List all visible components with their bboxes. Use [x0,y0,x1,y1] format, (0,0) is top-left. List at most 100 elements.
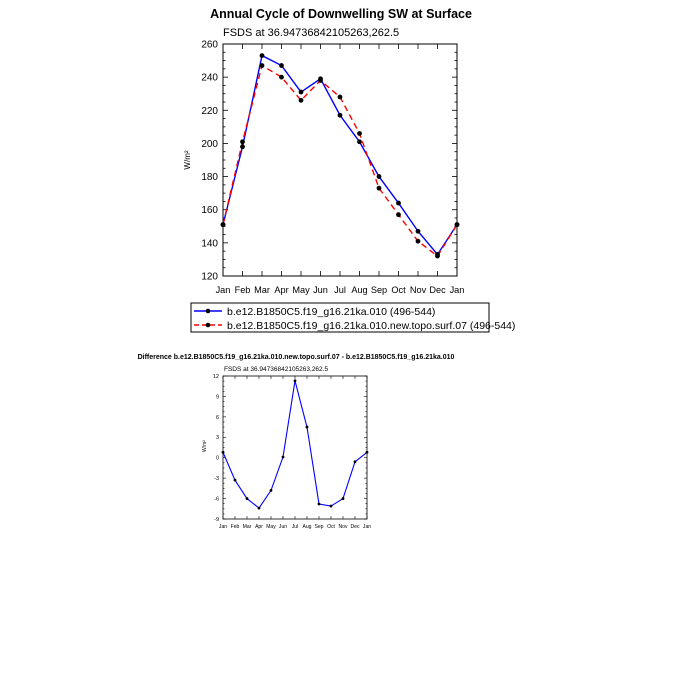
data-point [365,450,369,454]
data-point [415,238,421,244]
y-tick-label: 120 [201,272,218,283]
y-tick-label: 9 [216,394,219,400]
data-point [396,212,401,218]
data-point [220,222,226,228]
x-tick: Aug [351,44,368,295]
x-tick-label: Aug [303,524,312,530]
x-tick: Jul [334,44,346,295]
data-point [317,502,321,506]
chart-title: Annual Cycle of Downwelling SW at Surfac… [210,7,472,21]
legend-entry-new-topo: b.e12.B1850C5.f19_g16.21ka.010.new.topo.… [194,320,515,332]
data-point [240,144,245,150]
y-tick: 180 [201,172,457,183]
x-tick: Sep [371,44,387,295]
y-tick-label: -9 [214,517,219,523]
x-tick: Mar [254,44,270,295]
legend-label-control: b.e12.B1850C5.f19_g16.21ka.010 (496-544) [227,306,435,318]
data-point [337,112,343,118]
data-point [435,253,440,259]
chart-title: Difference b.e12.B1850C5.f19_g16.21ka.01… [138,354,455,361]
data-point [454,222,460,228]
legend-label-new-topo: b.e12.B1850C5.f19_g16.21ka.010.new.topo.… [227,320,515,332]
x-tick-label: Jan [216,285,231,295]
y-tick: -6 [214,496,367,502]
x-tick-label: Jun [279,524,287,530]
y-tick: 200 [201,139,457,150]
y-tick: 120 [201,272,457,283]
x-tick: Jan [450,44,465,295]
y-tick-label: 3 [216,435,219,441]
y-tick-label: 260 [201,40,218,51]
y-axis-label: W/m² [183,150,192,169]
x-tick-label: Jul [292,524,298,530]
y-tick: 240 [201,73,457,84]
x-tick-label: Jan [219,524,227,530]
x-tick-label: Jan [450,285,465,295]
y-tick-label: 6 [216,415,219,421]
x-tick: Jan [216,44,231,295]
data-point [341,497,345,500]
y-tick: -3 [214,476,367,482]
y-tick-label: -6 [214,496,219,502]
y-tick: 260 [201,40,457,51]
data-point [221,450,225,454]
x-tick-label: May [292,285,310,295]
data-point [396,200,401,206]
x-tick: Feb [231,376,240,530]
data-point [357,131,362,136]
x-tick-label: Oct [391,285,406,295]
data-point [245,497,249,500]
y-tick-label: 160 [201,205,218,216]
x-tick-label: May [266,524,276,530]
data-point [269,489,273,492]
legend-entry-control: b.e12.B1850C5.f19_g16.21ka.010 (496-544) [194,306,435,318]
y-tick: 6 [216,415,367,421]
data-point [279,74,284,80]
x-tick-label: Feb [235,285,251,295]
x-tick: Jan [219,376,227,530]
x-tick-label: Oct [327,524,335,530]
x-tick: Aug [303,376,312,530]
data-point [257,506,261,510]
x-tick-label: Apr [255,524,263,530]
x-tick: May [292,44,310,295]
x-tick-label: Mar [254,285,270,295]
x-tick: Dec [429,44,446,295]
data-point [240,139,245,145]
y-tick: 12 [213,374,367,380]
chart-subtitle: FSDS at 36.94736842105263,262.5 [223,27,399,39]
legend-box [190,302,490,333]
plot-area: -9 -6 -3 0 3 6 9 12 Jan Feb Mar Apr May Jun Jul Aug Sep O… [213,374,371,530]
y-tick: 9 [216,394,367,400]
y-tick: 3 [216,435,367,441]
y-tick-label: 140 [201,238,218,249]
x-tick: Jul [292,376,298,530]
x-tick: Nov [339,376,348,530]
y-axis-label: W/m² [202,440,208,452]
x-tick: Feb [235,44,251,295]
x-tick: Jun [313,44,328,295]
x-tick-label: Dec [351,524,360,530]
x-tick: Jan [363,376,371,530]
data-point [298,97,304,103]
y-tick: 140 [201,238,457,249]
data-point [415,228,421,234]
data-point [298,89,304,95]
y-tick-label: 240 [201,73,218,84]
annual-cycle-chart: Annual Cycle of Downwelling SW at Surfac… [183,7,515,333]
x-tick-label: Dec [429,285,446,295]
x-tick-label: Jul [334,285,346,295]
x-tick: Sep [315,376,324,530]
difference-chart: Difference b.e12.B1850C5.f19_g16.21ka.01… [138,354,455,530]
x-tick: Apr [274,44,289,295]
y-tick: -9 [214,517,367,523]
data-point [259,53,265,58]
data-point [357,139,362,145]
data-point [281,455,285,459]
y-tick-label: 220 [201,106,218,117]
legend: b.e12.B1850C5.f19_g16.21ka.010 (496-544)… [190,302,515,333]
y-tick-label: 200 [201,139,218,150]
x-tick: Mar [243,376,252,530]
